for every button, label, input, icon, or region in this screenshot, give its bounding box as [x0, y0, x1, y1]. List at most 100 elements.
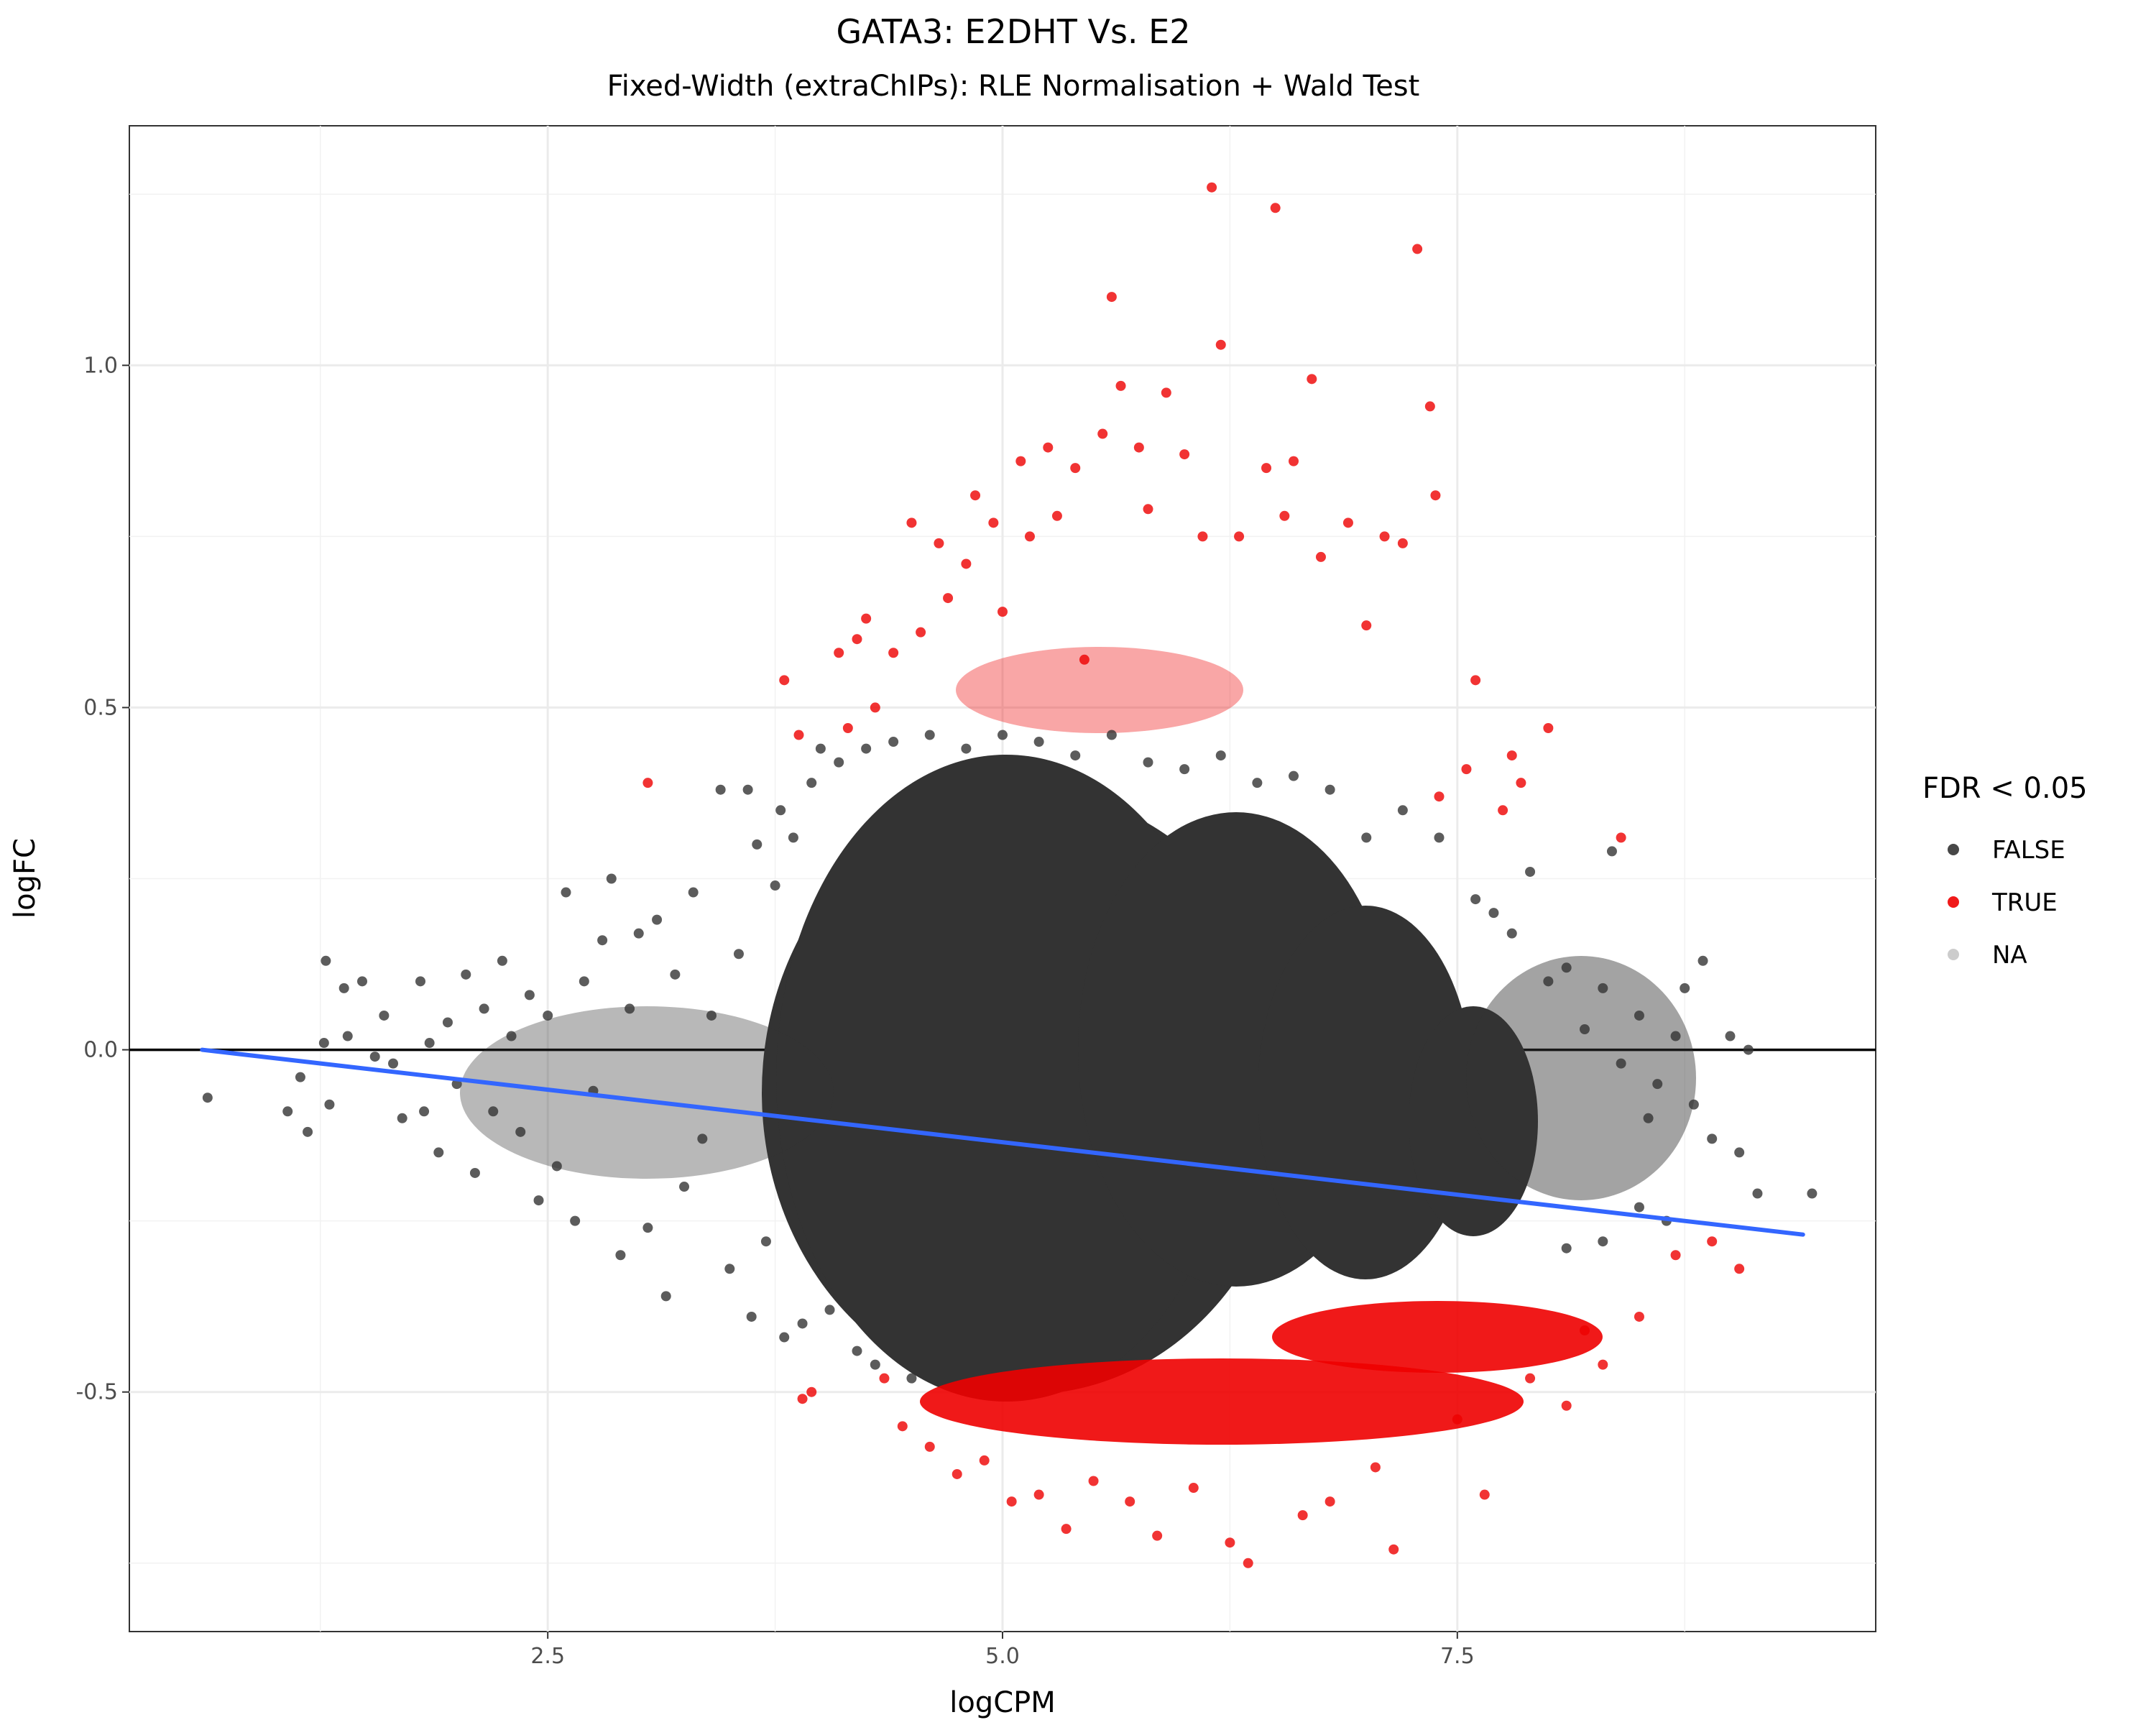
- point-true: [979, 1455, 990, 1466]
- point-false: [906, 1373, 917, 1384]
- point-true: [870, 702, 880, 713]
- point-true: [906, 518, 917, 528]
- point-true: [1379, 531, 1390, 542]
- point-false: [870, 1359, 880, 1370]
- axis-ticks: 2.5 5.0 7.5 -0.5 0.0 0.5 1.0: [75, 353, 1474, 1669]
- point-true: [1734, 1264, 1745, 1274]
- point-false: [724, 1264, 735, 1274]
- point-false: [570, 1215, 581, 1226]
- point-true: [1289, 456, 1299, 466]
- point-false: [775, 805, 786, 816]
- point-false: [488, 1106, 499, 1117]
- point-false: [1215, 750, 1226, 761]
- point-false: [506, 1031, 517, 1041]
- point-false: [1543, 976, 1554, 987]
- point-true: [961, 558, 972, 569]
- point-false: [415, 976, 425, 987]
- point-false: [1598, 1236, 1608, 1247]
- point-false: [1634, 1202, 1644, 1213]
- point-true: [1424, 401, 1435, 412]
- point-false: [670, 969, 681, 980]
- point-true: [1670, 1250, 1681, 1261]
- point-true: [1361, 620, 1372, 631]
- point-false: [1397, 805, 1408, 816]
- point-true: [1133, 442, 1144, 453]
- point-true: [1188, 1483, 1199, 1494]
- point-false: [746, 1311, 757, 1322]
- point-false: [1670, 1031, 1681, 1041]
- point-false: [597, 935, 608, 946]
- true-point-cloud: [1272, 1301, 1603, 1373]
- point-true: [1461, 764, 1472, 775]
- point-false: [1033, 737, 1044, 748]
- point-true: [1598, 1359, 1608, 1370]
- point-true: [861, 613, 872, 624]
- point-false: [1580, 1024, 1590, 1034]
- point-true: [1079, 654, 1089, 665]
- point-true: [642, 778, 653, 788]
- point-false: [1434, 832, 1445, 843]
- point-true: [1297, 1510, 1308, 1521]
- point-false: [295, 1072, 305, 1082]
- point-false: [924, 730, 935, 740]
- trend-line-path: [200, 1047, 1805, 1237]
- point-false: [806, 778, 817, 788]
- legend-label: NA: [1992, 941, 2027, 970]
- point-false: [606, 873, 617, 884]
- point-true: [1197, 531, 1208, 542]
- point-false: [433, 1147, 444, 1158]
- point-true: [1430, 490, 1441, 501]
- x-axis-title: logCPM: [949, 1686, 1056, 1719]
- point-false: [824, 1305, 835, 1315]
- point-false: [742, 784, 753, 795]
- legend-key-true: [1948, 896, 1959, 908]
- point-true: [1207, 182, 1217, 193]
- point-true: [1051, 510, 1062, 521]
- point-true: [924, 1441, 935, 1452]
- point-true: [1616, 832, 1626, 843]
- point-false: [543, 1010, 553, 1021]
- point-false: [561, 887, 571, 898]
- point-true: [1106, 292, 1117, 303]
- legend-key-na: [1948, 949, 1959, 960]
- chart-subtitle: Fixed-Width (extraChIPs): RLE Normalisat…: [607, 70, 1420, 103]
- point-false: [697, 1133, 708, 1144]
- point-true: [1143, 504, 1153, 515]
- point-false: [733, 949, 744, 960]
- true-point-cloud: [920, 1358, 1524, 1445]
- point-true: [897, 1421, 908, 1432]
- point-true: [1115, 380, 1126, 391]
- legend-label: FALSE: [1992, 836, 2065, 865]
- point-true: [916, 627, 926, 638]
- point-true: [1097, 428, 1108, 439]
- y-tick-label: 1.0: [83, 353, 118, 378]
- point-true: [797, 1394, 808, 1404]
- point-false: [1697, 955, 1708, 966]
- point-true: [834, 648, 844, 658]
- point-false: [533, 1195, 544, 1206]
- point-false: [357, 976, 367, 987]
- point-false: [497, 955, 507, 966]
- point-true: [842, 723, 853, 733]
- point-false: [1643, 1113, 1654, 1123]
- point-false: [1807, 1188, 1818, 1199]
- point-false: [1143, 757, 1153, 768]
- point-false: [1488, 908, 1499, 919]
- point-false: [642, 1223, 653, 1233]
- point-true: [1634, 1311, 1644, 1322]
- point-false: [1361, 832, 1372, 843]
- point-false: [998, 730, 1008, 740]
- point-false: [338, 983, 349, 993]
- point-true: [1307, 374, 1317, 385]
- point-false: [1506, 928, 1517, 939]
- point-false: [779, 1332, 790, 1343]
- point-false: [1634, 1010, 1644, 1021]
- point-false: [1525, 866, 1536, 877]
- point-true: [806, 1386, 817, 1397]
- true-point-cloud: [956, 647, 1243, 733]
- point-true: [1261, 463, 1272, 474]
- legend: FDR < 0.05 FALSE TRUE NA: [1922, 772, 2088, 970]
- dense-cloud: [460, 647, 1696, 1445]
- point-false: [1179, 764, 1190, 775]
